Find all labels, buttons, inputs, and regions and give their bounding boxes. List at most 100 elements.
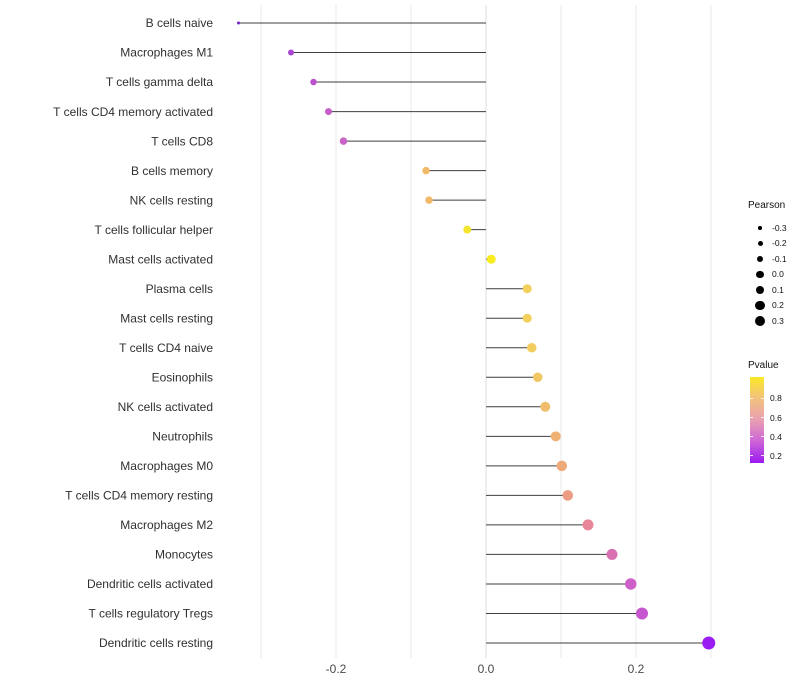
data-point [550, 431, 561, 442]
data-point [425, 196, 433, 204]
gradient-tick-mark [750, 455, 753, 457]
category-label: T cells gamma delta [106, 75, 213, 89]
category-label: T cells follicular helper [95, 223, 214, 237]
size-legend-dot-icon [756, 255, 764, 262]
size-legend-label: -0.3 [772, 222, 787, 233]
size-legend-dot-icon [755, 300, 765, 310]
gridlines [260, 5, 712, 658]
gradient-tick-mark [750, 397, 753, 399]
gradient-tick-mark [750, 417, 753, 418]
x-tick-label: 0.2 [628, 662, 645, 676]
size-legend-dot-icon [757, 240, 763, 246]
data-point [533, 372, 543, 383]
category-label: Macrophages M0 [120, 459, 213, 473]
data-point [562, 490, 573, 501]
size-legend-entry: -0.3 [748, 220, 800, 236]
category-label: T cells CD4 memory resting [65, 489, 213, 503]
size-legend-label: 0.0 [772, 269, 784, 280]
gradient-tick-mark [761, 417, 764, 418]
data-point [606, 548, 618, 560]
category-label: T cells CD4 naive [119, 341, 213, 355]
data-point [636, 607, 648, 620]
category-label: B cells memory [131, 164, 213, 178]
category-label: NK cells resting [130, 193, 213, 207]
data-point [310, 78, 317, 86]
data-point [522, 313, 532, 323]
data-point [288, 49, 294, 56]
category-label: Macrophages M2 [120, 518, 213, 532]
data-point [556, 460, 567, 472]
category-label: Mast cells activated [108, 252, 213, 266]
x-tick-label: 0.0 [478, 662, 495, 676]
category-label: T cells regulatory Tregs [89, 607, 214, 621]
category-label: Neutrophils [152, 430, 213, 444]
size-legend-label: -0.2 [772, 238, 787, 249]
gradient-tick-mark [750, 436, 753, 438]
gradient-tick-mark [761, 436, 764, 438]
data-point [540, 401, 551, 412]
size-legend-label: 0.3 [772, 315, 784, 326]
size-legend-entry: 0.3 [748, 313, 800, 329]
gradient-tick-label: 0.8 [770, 393, 782, 404]
data-point [582, 519, 594, 531]
size-legend-entry: 0.0 [748, 267, 800, 283]
data-point [522, 284, 532, 294]
category-label: Eosinophils [152, 370, 213, 384]
pearson-legend-entries: -0.3 -0.2 -0.1 0.0 0.1 0.2 0.3 [748, 220, 800, 329]
gradient-tick-label: 0.6 [770, 412, 782, 423]
size-legend-dot-icon [758, 226, 762, 230]
pvalue-gradient-bar [750, 377, 764, 463]
category-label: Macrophages M1 [120, 46, 213, 60]
category-label: Monocytes [155, 548, 213, 562]
x-tick-label: -0.2 [326, 662, 347, 676]
gradient-tick-label: 0.4 [770, 431, 782, 442]
data-point [702, 636, 716, 650]
size-legend-key [748, 300, 772, 310]
size-legend-entry: 0.2 [748, 298, 800, 314]
size-legend-dot-icon [755, 285, 765, 294]
size-legend-dot-icon [756, 270, 764, 278]
category-label: NK cells activated [118, 400, 213, 414]
size-legend-entry: -0.2 [748, 236, 800, 252]
category-label: T cells CD8 [151, 134, 213, 148]
size-legend-key [748, 270, 772, 278]
gradient-tick-mark [761, 455, 764, 457]
size-legend-key [748, 240, 772, 246]
category-label: Mast cells resting [120, 311, 213, 325]
x-axis-labels: -0.2 0.0 0.2 [326, 662, 645, 676]
category-label: T cells CD4 memory activated [53, 105, 213, 119]
data-point [237, 21, 240, 25]
size-legend-key [748, 285, 772, 294]
size-legend-key [748, 315, 772, 326]
size-legend-key [748, 255, 772, 262]
data-point [422, 166, 430, 175]
data-point [325, 108, 332, 116]
data-point [463, 225, 472, 234]
size-legend-label: 0.1 [772, 284, 784, 295]
category-label: B cells naive [146, 16, 214, 30]
pvalue-color-legend: Pvalue 0.8 0.6 0.4 0.2 [748, 360, 800, 463]
gradient-tick-mark [761, 397, 764, 399]
data-points [237, 21, 716, 650]
data-point [527, 343, 537, 353]
data-point [339, 137, 348, 145]
size-legend-label: 0.2 [772, 300, 784, 311]
pvalue-legend-title: Pvalue [748, 360, 779, 371]
size-legend-entry: -0.1 [748, 251, 800, 267]
size-legend-dot-icon [754, 315, 766, 326]
lollipop-stems [238, 22, 709, 644]
size-legend-key [748, 226, 772, 230]
data-point [486, 254, 496, 264]
data-point [625, 578, 637, 590]
size-legend-label: -0.1 [772, 253, 787, 264]
pearson-size-legend: Pearson -0.3 -0.2 -0.1 0.0 0.1 0.2 0.3 [748, 200, 800, 329]
category-labels: B cells naive Macrophages M1 T cells gamma… [53, 16, 213, 650]
pearson-legend-title: Pearson [748, 200, 786, 211]
category-label: Dendritic cells resting [99, 636, 213, 650]
size-legend-entry: 0.1 [748, 282, 800, 298]
category-label: Dendritic cells activated [87, 577, 213, 591]
category-label: Plasma cells [146, 282, 213, 296]
gradient-tick-label: 0.2 [770, 450, 782, 461]
